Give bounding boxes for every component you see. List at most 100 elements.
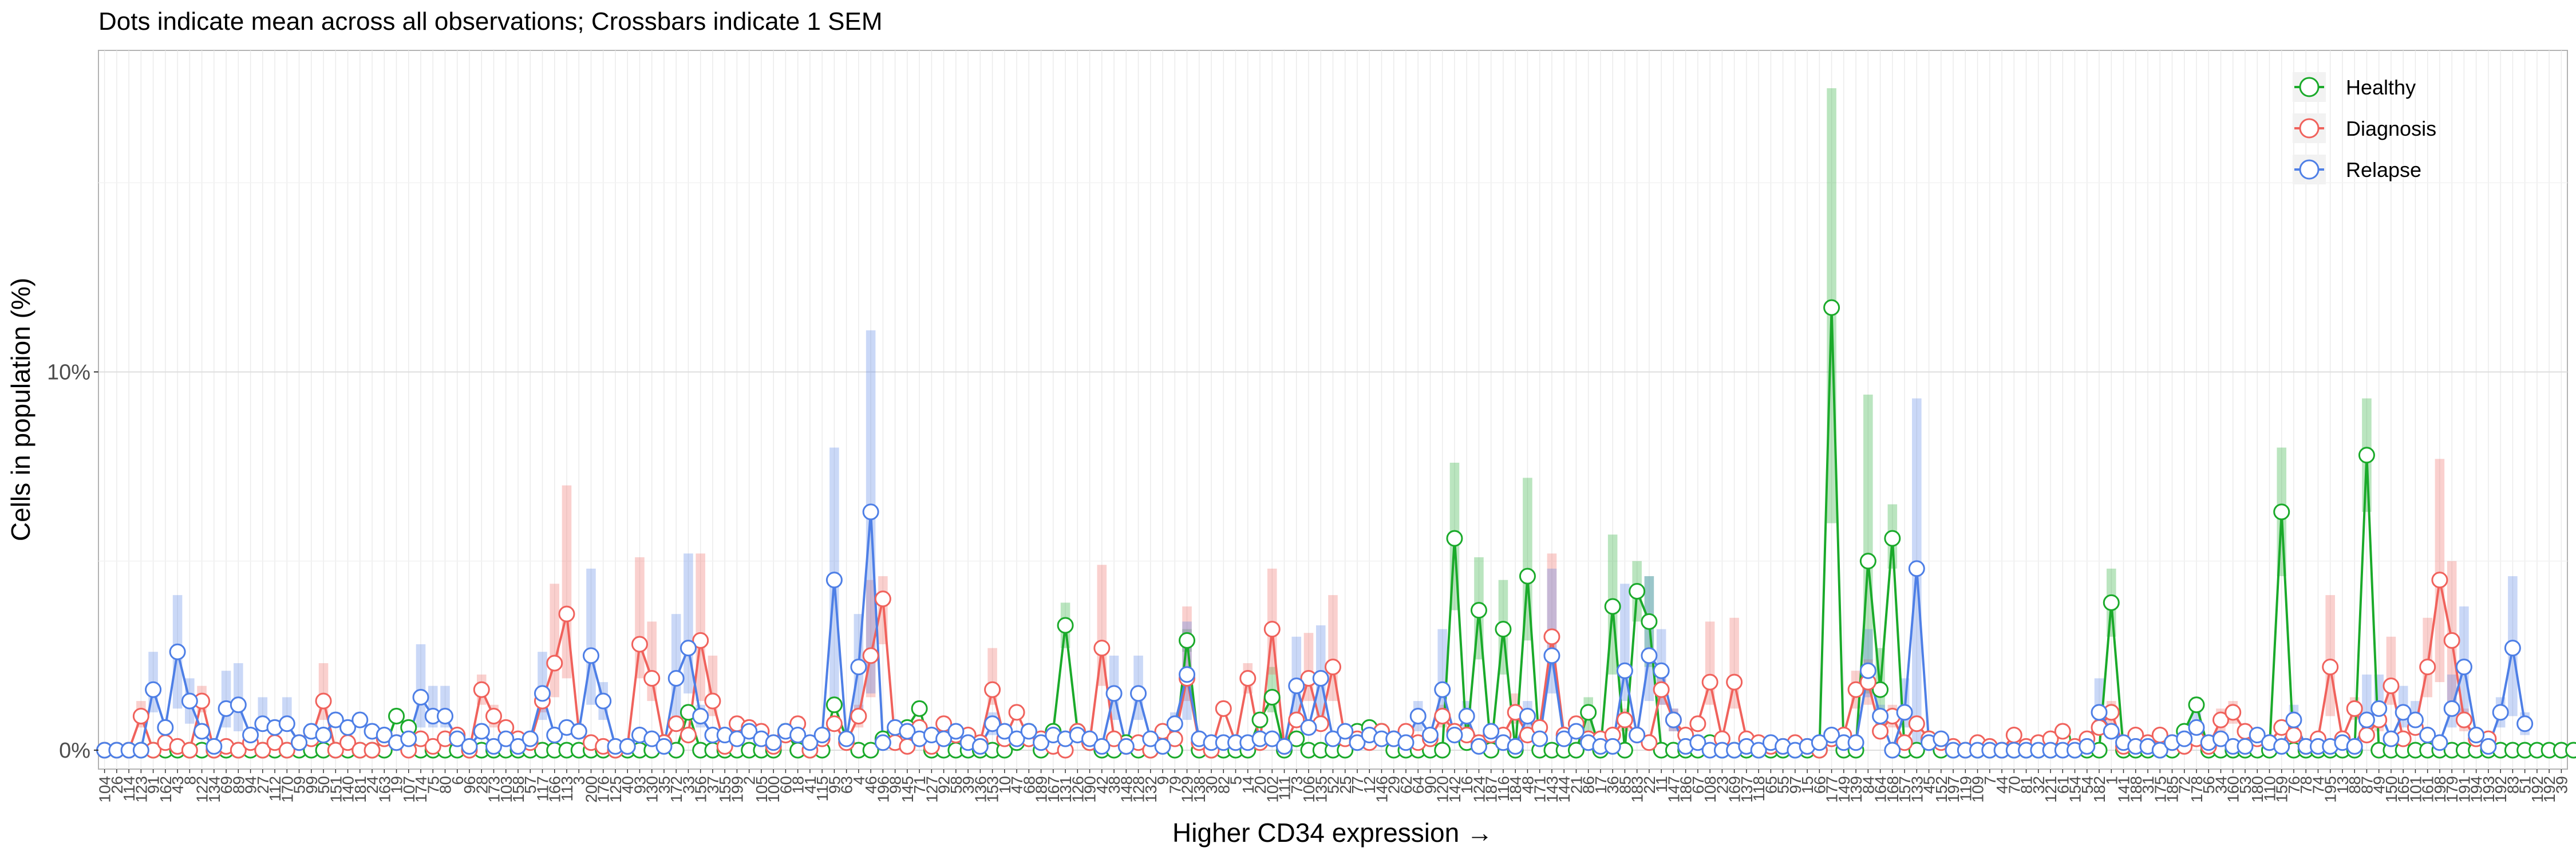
diagnosis-mean-point xyxy=(2285,727,2302,744)
diagnosis-mean-point xyxy=(1908,715,1925,732)
healthy-mean-point xyxy=(1288,730,1305,747)
x-tick-label: 75 xyxy=(424,776,442,794)
x-tick-label: 164 xyxy=(1872,776,1890,803)
x-tick-label: 177 xyxy=(1823,776,1841,803)
relapse-mean-point xyxy=(874,734,891,751)
relapse-mean-point xyxy=(521,730,539,747)
x-tick-label: 54 xyxy=(2079,776,2096,794)
diagnosis-mean-point xyxy=(1701,673,1718,691)
x-tick-label: 16 xyxy=(1458,776,1476,794)
relapse-mean-point xyxy=(862,503,879,521)
diagnosis-mean-point xyxy=(984,681,1001,698)
x-tick-label: 166 xyxy=(546,776,564,803)
relapse-mean-point xyxy=(485,738,502,755)
x-tick-label: 28 xyxy=(473,776,491,794)
relapse-mean-point xyxy=(2395,704,2412,721)
relapse-mean-point xyxy=(546,727,563,744)
diagnosis-sem-bar xyxy=(635,557,645,679)
x-tick-label: 189 xyxy=(1033,776,1050,803)
x-tick-label: 115 xyxy=(813,776,831,802)
x-tick-label: 9 xyxy=(1154,776,1172,785)
diagnosis-mean-point xyxy=(2273,719,2290,736)
relapse-mean-point xyxy=(509,738,527,755)
x-tick-label: 182 xyxy=(2091,776,2108,803)
x-tick-label: 73 xyxy=(1288,776,1306,794)
x-tick-label: 163 xyxy=(376,776,393,803)
healthy-mean-point xyxy=(1580,704,1597,721)
relapse-mean-point xyxy=(2079,738,2096,755)
x-tick-label: 191 xyxy=(2455,776,2473,803)
x-tick-label: 5 xyxy=(1227,776,1245,785)
x-tick-label: 135 xyxy=(1312,776,1330,803)
x-tick-label: 137 xyxy=(1738,776,1756,803)
x-tick-label: 152 xyxy=(1933,776,1950,803)
x-tick-label: 38 xyxy=(1105,776,1123,794)
relapse-mean-point xyxy=(2346,738,2363,755)
relapse-mean-point xyxy=(1409,708,1427,725)
x-tick-label: 199 xyxy=(728,776,746,803)
relapse-mean-point xyxy=(825,572,843,589)
relapse-mean-point xyxy=(376,727,393,744)
grid-lines xyxy=(98,50,2567,769)
relapse-mean-point xyxy=(461,738,478,755)
diagnosis-mean-point xyxy=(1616,711,1633,728)
x-tick-label: 151 xyxy=(327,776,345,803)
relapse-mean-point xyxy=(1823,727,1840,744)
diagnosis-sem-bar xyxy=(2325,595,2335,716)
relapse-mean-point xyxy=(449,730,466,747)
relapse-mean-point xyxy=(2212,730,2229,747)
healthy-mean-point xyxy=(2188,696,2205,714)
relapse-mean-point xyxy=(145,681,162,698)
relapse-mean-point xyxy=(2492,704,2509,721)
healthy-mean-point xyxy=(1434,742,1451,759)
healthy-mean-point xyxy=(1470,602,1487,619)
x-tick-label: 198 xyxy=(2431,776,2449,803)
relapse-mean-point xyxy=(2358,711,2375,728)
relapse-mean-point xyxy=(132,742,149,759)
x-tick-label: 76 xyxy=(2285,776,2303,794)
relapse-sem-bar xyxy=(586,568,596,705)
relapse-mean-point xyxy=(2151,742,2168,759)
relapse-mean-point xyxy=(1325,730,1341,747)
diagnosis-legend-marker xyxy=(2299,118,2320,139)
relapse-mean-point xyxy=(595,692,612,710)
diagnosis-mean-point xyxy=(132,708,149,725)
x-tick-label: 192 xyxy=(2492,776,2510,803)
x-tick-label: 33 xyxy=(679,776,697,794)
relapse-mean-point xyxy=(1653,662,1670,679)
x-tick-label: 15 xyxy=(1799,776,1816,794)
diagnosis-mean-point xyxy=(424,738,441,755)
relapse-mean-point xyxy=(1555,730,1573,747)
relapse-mean-point xyxy=(351,711,369,728)
diagnosis-mean-point xyxy=(2054,723,2071,740)
x-tick-label: 179 xyxy=(2443,776,2461,803)
x-tick-label: 25 xyxy=(1337,776,1354,794)
diagnosis-mean-point xyxy=(1847,681,1864,698)
x-tick-label: 192 xyxy=(2541,776,2558,803)
relapse-mean-point xyxy=(2103,723,2120,740)
diagnosis-mean-point xyxy=(485,708,502,725)
relapse-mean-point xyxy=(1604,738,1621,755)
relapse-mean-point xyxy=(315,727,332,744)
x-tick-label: 123 xyxy=(132,776,150,803)
x-tick-label: 146 xyxy=(1373,776,1390,803)
relapse-mean-point xyxy=(2176,730,2193,747)
x-tick-label: 124 xyxy=(1470,776,1488,803)
x-tick-label: 67 xyxy=(1689,776,1707,794)
relapse-legend-marker xyxy=(2299,159,2320,180)
relapse-mean-point xyxy=(1421,727,1439,744)
relapse-mean-point xyxy=(1081,730,1099,747)
diagnosis-mean-point xyxy=(1288,711,1305,728)
x-tick-label: 44 xyxy=(1993,776,2011,794)
x-tick-label: 196 xyxy=(874,776,892,803)
x-tick-label: 101 xyxy=(2407,776,2424,803)
x-tick-label: 29 xyxy=(1385,776,1403,794)
x-tick-label: 71 xyxy=(911,776,929,794)
relapse-mean-point xyxy=(327,711,344,728)
relapse-mean-point xyxy=(437,708,454,725)
x-tick-label: 34 xyxy=(2212,776,2230,794)
x-tick-label: 117 xyxy=(534,776,551,802)
x-tick-label: 99 xyxy=(303,776,321,794)
relapse-mean-point xyxy=(947,723,965,740)
x-tick-label: 150 xyxy=(2383,776,2400,803)
